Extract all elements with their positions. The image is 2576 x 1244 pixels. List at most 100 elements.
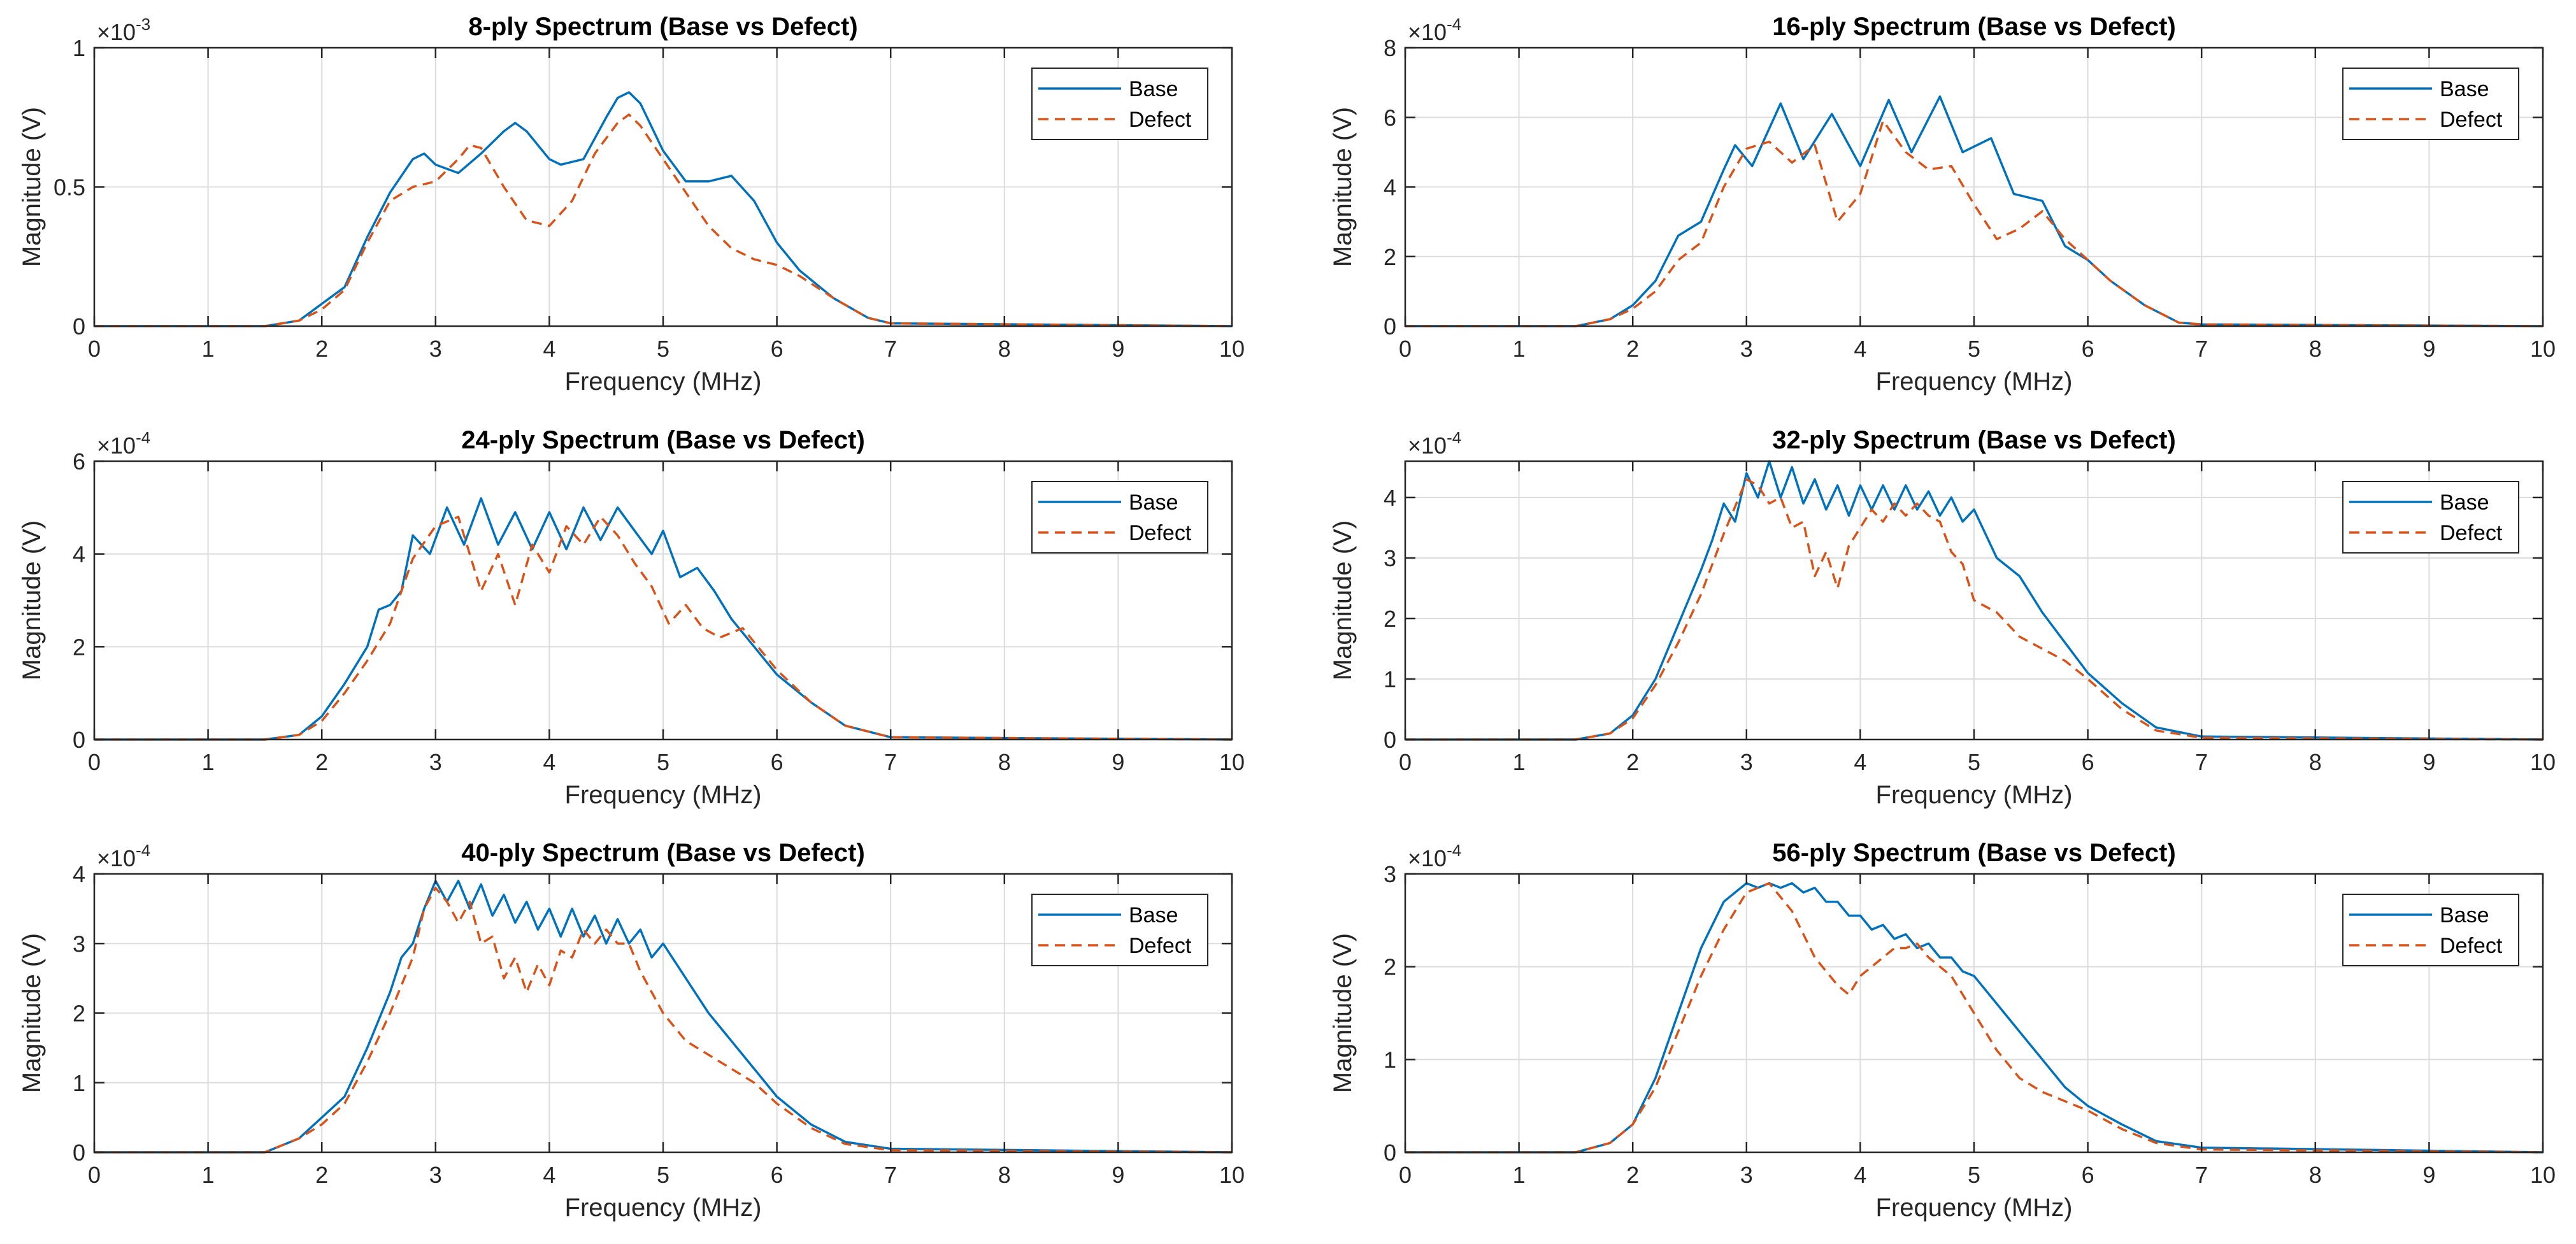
x-tick-label: 10 xyxy=(1219,1162,1245,1188)
y-tick-label: 0 xyxy=(1384,1140,1396,1166)
x-tick-label: 7 xyxy=(884,336,897,362)
x-tick-label: 4 xyxy=(1854,336,1866,362)
legend: Base Defect xyxy=(2342,68,2519,140)
legend-label-base: Base xyxy=(2440,903,2489,927)
x-tick-label: 3 xyxy=(1740,1162,1753,1188)
legend-box xyxy=(1031,481,1208,554)
x-tick-label: 6 xyxy=(771,336,784,362)
y-exponent-base: ×10 xyxy=(1408,433,1447,459)
x-tick-label: 2 xyxy=(315,1162,328,1188)
legend-box xyxy=(2342,68,2519,140)
chart-title: 24-ply Spectrum (Base vs Defect) xyxy=(461,426,865,454)
x-axis-label: Frequency (MHz) xyxy=(1876,781,2073,809)
x-tick-label: 0 xyxy=(1399,336,1412,362)
series-line-defect xyxy=(1405,478,2544,741)
x-tick-label: 6 xyxy=(2082,749,2094,775)
legend-label-defect: Defect xyxy=(2440,934,2503,958)
y-exponent-label: ×10-3 xyxy=(97,15,150,45)
x-tick-label: 2 xyxy=(1626,1162,1639,1188)
x-tick-label: 0 xyxy=(1399,1162,1412,1188)
x-tick-label: 1 xyxy=(202,1162,215,1188)
y-exponent-power: -3 xyxy=(136,15,150,34)
y-axis-label: Magnitude (V) xyxy=(18,520,46,680)
subplot-3: 0 1 2 3 4 5 6 7 8 9 10 0 2 4 6 ×10-4 24-ply Spectrum (Ba… xyxy=(18,426,1245,809)
x-tick-label: 2 xyxy=(315,336,328,362)
x-tick-label: 2 xyxy=(315,749,328,775)
legend-label-base: Base xyxy=(1129,77,1178,101)
y-tick-label: 3 xyxy=(73,931,85,957)
legend: Base Defect xyxy=(1031,68,1208,140)
y-exponent-base: ×10 xyxy=(97,845,136,871)
chart-title: 40-ply Spectrum (Base vs Defect) xyxy=(461,839,865,867)
chart-title: 56-ply Spectrum (Base vs Defect) xyxy=(1772,839,2176,867)
x-tick-label: 0 xyxy=(88,336,101,362)
x-tick-label: 0 xyxy=(88,1162,101,1188)
legend-label-defect: Defect xyxy=(1129,521,1192,545)
y-tick-label: 2 xyxy=(1384,606,1396,632)
y-tick-label: 0 xyxy=(73,727,85,753)
x-tick-label: 4 xyxy=(543,1162,555,1188)
y-tick-label: 8 xyxy=(1384,35,1396,61)
chart-title: 32-ply Spectrum (Base vs Defect) xyxy=(1772,426,2176,454)
y-exponent-power: -4 xyxy=(1447,841,1461,860)
legend-box xyxy=(1031,68,1208,140)
y-axis-label: Magnitude (V) xyxy=(1329,933,1357,1093)
x-tick-label: 0 xyxy=(1399,749,1412,775)
y-axis-label: Magnitude (V) xyxy=(1329,107,1357,267)
x-tick-label: 2 xyxy=(1626,749,1639,775)
x-tick-label: 4 xyxy=(1854,749,1866,775)
y-axis-label: Magnitude (V) xyxy=(18,933,46,1093)
subplot-4: 0 1 2 3 4 5 6 7 8 9 10 0 1 2 3 4 ×10-4 32-ply Spectrum (B… xyxy=(1329,426,2556,809)
x-tick-label: 7 xyxy=(2195,336,2208,362)
subplot-6: 0 1 2 3 4 5 6 7 8 9 10 0 1 2 3 ×10-4 56-ply Spectrum (Ba… xyxy=(1329,839,2556,1222)
x-tick-label: 1 xyxy=(1513,336,1526,362)
x-tick-label: 8 xyxy=(998,336,1011,362)
x-tick-label: 8 xyxy=(2309,1162,2322,1188)
x-tick-label: 9 xyxy=(2422,336,2435,362)
x-tick-label: 10 xyxy=(1219,336,1245,362)
y-axis-label: Magnitude (V) xyxy=(1329,520,1357,680)
x-tick-label: 3 xyxy=(429,749,442,775)
x-tick-label: 4 xyxy=(543,336,555,362)
chart-title: 8-ply Spectrum (Base vs Defect) xyxy=(468,13,857,41)
y-tick-label: 0.5 xyxy=(54,175,85,201)
y-tick-label: 2 xyxy=(1384,954,1396,980)
y-tick-label: 0 xyxy=(73,1140,85,1166)
y-exponent-base: ×10 xyxy=(97,433,136,459)
x-tick-label: 4 xyxy=(1854,1162,1866,1188)
series-line-base xyxy=(94,497,1233,741)
x-tick-label: 6 xyxy=(771,1162,784,1188)
y-tick-label: 4 xyxy=(73,861,85,887)
y-exponent-label: ×10-4 xyxy=(1408,15,1461,45)
y-tick-label: 2 xyxy=(73,634,85,660)
y-exponent-base: ×10 xyxy=(97,19,136,45)
x-tick-label: 8 xyxy=(2309,336,2322,362)
x-tick-label: 7 xyxy=(884,1162,897,1188)
x-tick-label: 10 xyxy=(1219,749,1245,775)
x-tick-label: 2 xyxy=(1626,336,1639,362)
x-tick-label: 6 xyxy=(2082,1162,2094,1188)
subplot-1: 0 1 2 3 4 5 6 7 8 9 10 0 0.5 1 ×10-3 8-ply Spectrum (Ba… xyxy=(18,13,1245,396)
y-tick-label: 4 xyxy=(73,541,85,568)
y-exponent-label: ×10-4 xyxy=(97,428,150,459)
x-tick-label: 3 xyxy=(1740,336,1753,362)
legend: Base Defect xyxy=(2342,894,2519,966)
subplot-5: 0 1 2 3 4 5 6 7 8 9 10 0 1 2 3 4 ×10-4 40-ply Spectrum (B… xyxy=(18,839,1245,1222)
series-line-defect xyxy=(94,515,1233,741)
x-tick-label: 3 xyxy=(429,336,442,362)
x-tick-label: 1 xyxy=(202,749,215,775)
x-tick-label: 4 xyxy=(543,749,555,775)
y-exponent-power: -4 xyxy=(136,428,150,447)
x-tick-label: 3 xyxy=(1740,749,1753,775)
subplot-2: 0 1 2 3 4 5 6 7 8 9 10 0 2 4 6 8 ×10-4 16-ply Spectrum (B… xyxy=(1329,13,2556,396)
series-line-defect xyxy=(94,887,1233,1154)
x-tick-label: 9 xyxy=(2422,749,2435,775)
y-tick-label: 0 xyxy=(1384,727,1396,753)
y-tick-label: 4 xyxy=(1384,485,1396,511)
legend-label-base: Base xyxy=(1129,903,1178,927)
legend-label-base: Base xyxy=(1129,490,1178,515)
legend-label-base: Base xyxy=(2440,77,2489,101)
y-axis-label: Magnitude (V) xyxy=(18,107,46,267)
y-exponent-base: ×10 xyxy=(1408,845,1447,871)
x-tick-label: 7 xyxy=(2195,1162,2208,1188)
